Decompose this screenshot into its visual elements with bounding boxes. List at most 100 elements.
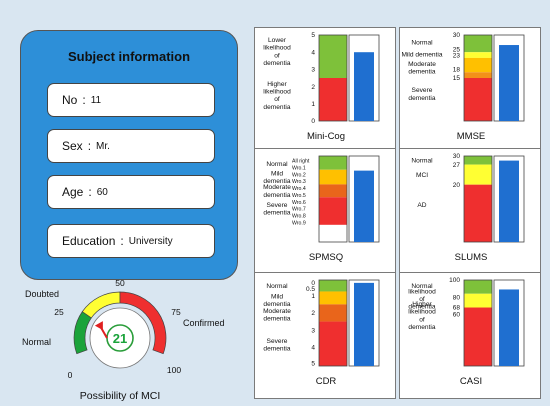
cdr-tick-3: 2: [311, 310, 315, 317]
mmse-score-bar: [499, 45, 519, 121]
mmse-band-2: [464, 57, 492, 73]
mmse-band-4: [464, 78, 492, 121]
cdr-tick-6: 5: [311, 360, 315, 367]
casi-band-1: [464, 293, 492, 308]
minicog-tick-3: 2: [311, 84, 315, 91]
spmsq-score-bar: [354, 170, 374, 242]
mci-caption: Possibility of MCI: [80, 390, 161, 402]
field-value-sex: Mr.: [96, 140, 110, 152]
scale-card-mmse: 30 25 23 18 15 Normal Mild dementia Moderate dem…: [399, 27, 541, 154]
mci-tick-75: 75: [171, 307, 181, 317]
cdr-label-3: Severe dementia: [263, 338, 290, 353]
field-value-education: University: [128, 235, 173, 247]
casi-band-2: [464, 307, 492, 366]
field-value-age: 60: [96, 186, 108, 198]
minicog-tick-1: 4: [311, 49, 315, 56]
spmsq-label-2: Moderate dementia: [263, 184, 291, 199]
cdr-band-1: [319, 291, 347, 305]
mmse-tick-1: 25: [453, 47, 461, 54]
subject-info-title: Subject information: [67, 49, 191, 64]
mci-tick-0: 0: [68, 370, 73, 380]
slums-band-0: [464, 156, 492, 165]
spmsq-tick-3: Wro.3: [292, 179, 306, 185]
minicog-tick-5: 0: [311, 118, 315, 125]
mci-label-doubted: Doubted: [25, 289, 59, 299]
cdr-band-0: [319, 280, 347, 292]
spmsq-tick-2: Wro.2: [292, 172, 306, 178]
mmse-band-1: [464, 52, 492, 58]
minicog-score-bar: [354, 52, 374, 122]
cdr-label-0: Normal: [266, 283, 288, 290]
minicog-label-0: Lower likelihood of dementia: [263, 37, 291, 67]
casi-label-1: likelihood of dementia: [408, 289, 436, 311]
casi-tick-2: 68: [453, 305, 461, 312]
spmsq-label-0: Normal: [266, 161, 288, 168]
cdr-band-2: [319, 304, 347, 322]
field-value-no: 11: [90, 94, 102, 106]
subject-number-field: No:11: [47, 83, 215, 117]
casi-label-2: Higher likelihood of dementia: [408, 301, 436, 331]
slums-bar-frame: [463, 155, 493, 243]
slums-tick-0: 30: [453, 153, 461, 160]
mmse-bar-frame: [463, 34, 493, 122]
scale-card-slums: 30 27 20 Normal MCI AD SLUMS: [399, 148, 541, 275]
slums-tick-2: 20: [453, 182, 461, 189]
mmse-tick-2: 23: [453, 52, 461, 59]
minicog-band-1: [319, 78, 347, 121]
subject-education-field: Education: University: [47, 224, 215, 258]
spmsq-band-0: [319, 156, 347, 170]
spmsq-bar-frame: [318, 155, 348, 243]
mci-tick-50: 50: [115, 278, 125, 288]
minicog-gauge: 5 4 3 2 1 0 Lower likelihood of dementia Higher lik…: [263, 32, 380, 142]
slums-tick-1: 27: [453, 162, 461, 169]
casi-tick-1: 80: [453, 294, 461, 301]
mmse-band-3: [464, 72, 492, 78]
cdr-tick-4: 3: [311, 327, 315, 334]
minicog-band-0: [319, 35, 347, 78]
minicog-tick-4: 1: [311, 101, 315, 108]
scale-card-minicog: 5 4 3 2 1 0 Lower likelihood of dementia Higher lik…: [254, 27, 396, 154]
minicog-tick-0: 5: [311, 32, 315, 39]
slums-score-bar: [499, 160, 519, 242]
subject-age-field: Age:60: [47, 175, 215, 209]
spmsq-label-3: Severe dementia: [263, 202, 290, 217]
field-label-education: Education: [62, 234, 116, 248]
slums-label-2: AD: [417, 202, 426, 209]
mmse-scale-name: MMSE: [457, 131, 486, 142]
spmsq-tick-1: Wro.1: [292, 165, 306, 171]
minicog-label-1: Higher likelihood of dementia: [263, 81, 291, 111]
mci-zone-normal: [73, 311, 92, 355]
mmse-tick-0: 30: [453, 32, 461, 39]
scale-card-cdr: 0 0.5 1 2 3 4 5 Normal Mild dementia Moderate demen…: [254, 272, 396, 399]
cdr-band-3: [319, 321, 347, 366]
mmse-tick-4: 15: [453, 75, 461, 82]
mci-label-normal: Normal: [22, 337, 51, 347]
mci-zone-confirmed: [119, 291, 167, 355]
field-label-age: Age: [62, 185, 84, 199]
spmsq-label-1: Mild dementia: [263, 170, 290, 185]
spmsq-gauge: All rightWro.1Wro.2Wro.3Wro.4Wro.5Wro.6W…: [263, 155, 380, 263]
mci-value: 21: [113, 331, 127, 346]
slums-band-1: [464, 164, 492, 185]
spmsq-tick-8: Wro.8: [292, 214, 306, 220]
spmsq-band-1: [319, 169, 347, 185]
spmsq-tick-4: Wro.4: [292, 186, 306, 192]
casi-bar-frame: [463, 279, 493, 367]
cdr-bar-frame: [318, 279, 348, 367]
mmse-label-1: Mild dementia: [401, 52, 442, 59]
slums-band-2: [464, 184, 492, 242]
scale-card-casi: 100 80 68 60 Normal likelihood of dementia Highe…: [399, 272, 541, 399]
mci-pointer-head: [94, 321, 103, 331]
cdr-label-1: Mild dementia: [263, 293, 290, 308]
subject-sex-field: Sex: Mr.: [47, 129, 215, 163]
slums-scale-name: SLUMS: [455, 252, 488, 263]
cdr-tick-5: 4: [311, 345, 315, 352]
casi-label-0: Normal: [411, 283, 433, 290]
cdr-scale-name: CDR: [316, 376, 337, 387]
casi-tick-3: 60: [453, 312, 461, 319]
minicog-bar-frame: [318, 34, 348, 122]
spmsq-scale-name: SPMSQ: [309, 252, 343, 263]
spmsq-tick-5: Wro.5: [292, 193, 306, 199]
